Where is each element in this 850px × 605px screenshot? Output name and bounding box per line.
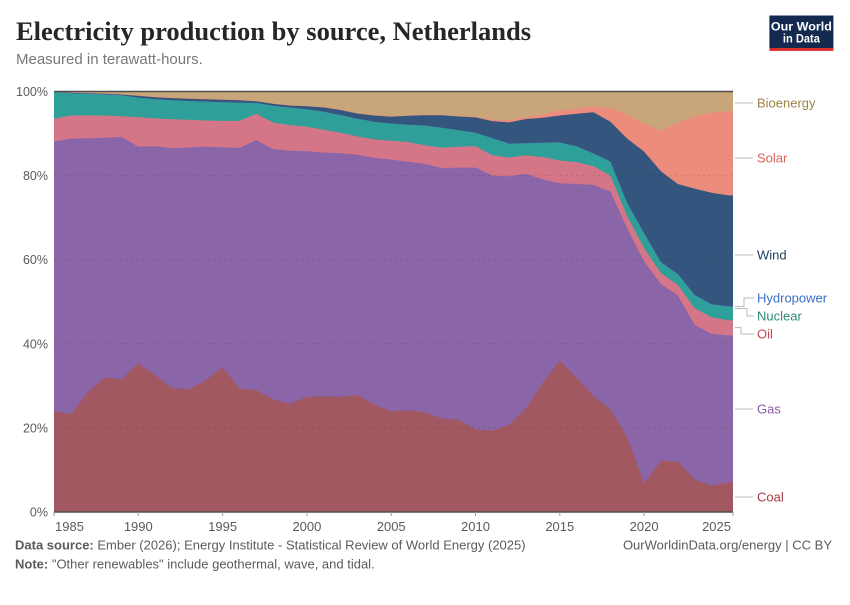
svg-text:80%: 80% [23,169,48,183]
svg-text:2025: 2025 [702,519,731,534]
svg-text:Coal: Coal [757,490,784,505]
svg-text:Wind: Wind [757,248,787,263]
svg-text:OurWorldinData.org/energy | CC: OurWorldinData.org/energy | CC BY [623,538,832,553]
svg-text:60%: 60% [23,253,48,267]
svg-text:Solar: Solar [757,151,788,166]
svg-text:Gas: Gas [757,402,781,417]
svg-text:2015: 2015 [545,519,574,534]
svg-text:Note: "Other renewables" inclu: Note: "Other renewables" include geother… [15,557,375,572]
svg-text:Measured in terawatt-hours.: Measured in terawatt-hours. [16,51,203,68]
svg-text:Bioenergy: Bioenergy [757,96,816,111]
svg-text:Oil: Oil [757,327,773,342]
svg-text:40%: 40% [23,337,48,351]
svg-text:2005: 2005 [377,519,406,534]
svg-text:1985: 1985 [55,519,84,534]
svg-text:in Data: in Data [783,34,821,46]
svg-text:Hydropower: Hydropower [757,291,828,306]
svg-text:100%: 100% [16,85,48,99]
svg-text:Our World: Our World [771,22,832,34]
svg-text:1990: 1990 [124,519,153,534]
svg-text:Data source: Ember (2026); Ene: Data source: Ember (2026); Energy Instit… [15,538,526,553]
svg-text:Electricity production by sour: Electricity production by source, Nether… [16,16,531,46]
svg-text:20%: 20% [23,421,48,435]
svg-text:1995: 1995 [208,519,237,534]
svg-text:2020: 2020 [630,519,659,534]
svg-text:0%: 0% [30,506,48,520]
svg-text:2000: 2000 [292,519,321,534]
svg-text:2010: 2010 [461,519,490,534]
svg-text:Nuclear: Nuclear [757,309,802,324]
